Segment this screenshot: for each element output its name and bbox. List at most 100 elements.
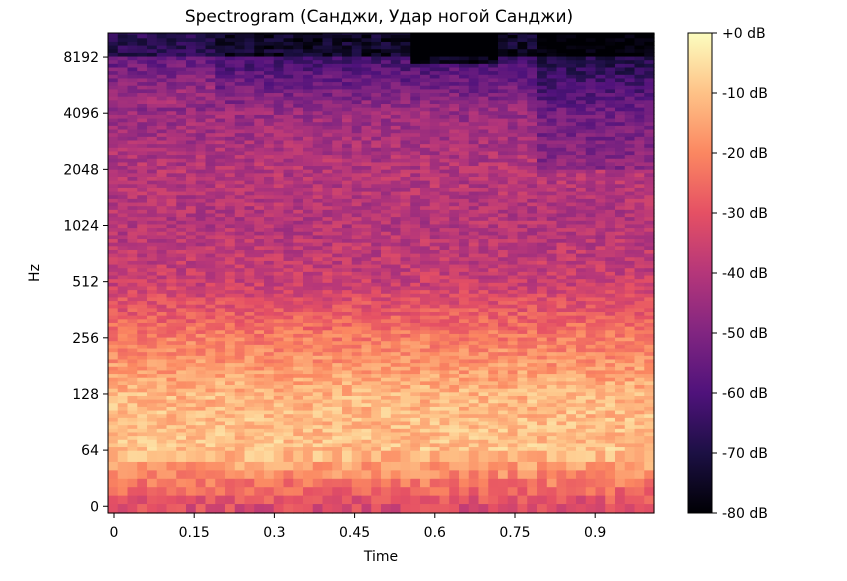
heatmap-cell (225, 336, 236, 342)
heatmap-cell (371, 209, 382, 214)
heatmap-cell (537, 503, 548, 514)
heatmap-cell (205, 391, 216, 396)
heatmap-cell (264, 154, 275, 159)
heatmap-cell (488, 289, 499, 294)
heatmap-cell (576, 183, 587, 188)
heatmap-cell (420, 227, 431, 232)
heatmap-cell (556, 315, 567, 320)
heatmap-cell (156, 486, 168, 496)
heatmap-cell (537, 399, 548, 404)
heatmap-cell (303, 336, 314, 342)
heatmap-cell (156, 231, 168, 236)
heatmap-cell (615, 450, 626, 462)
heatmap-cell (312, 340, 324, 345)
heatmap-cell (147, 205, 158, 210)
heatmap-cell (332, 180, 343, 185)
heatmap-cell (556, 260, 567, 265)
heatmap-cell (644, 435, 655, 440)
heatmap-cell (459, 351, 470, 356)
heatmap-cell (527, 478, 538, 488)
heatmap-cell (381, 478, 392, 488)
heatmap-cell (283, 154, 294, 159)
heatmap-cell (371, 234, 382, 240)
heatmap-cell (585, 176, 597, 181)
heatmap-cell (234, 190, 246, 196)
heatmap-cell (546, 450, 558, 462)
heatmap-cell (615, 388, 626, 393)
heatmap-cell (556, 231, 567, 236)
heatmap-cell (605, 293, 616, 298)
heatmap-cell (449, 311, 460, 316)
heatmap-cell (108, 201, 119, 207)
heatmap-cell (195, 223, 207, 229)
heatmap-cell (176, 209, 187, 214)
heatmap-cell (634, 293, 645, 298)
heatmap-cell (117, 369, 129, 375)
heatmap-cell (254, 190, 265, 196)
heatmap-cell (205, 147, 216, 152)
heatmap-cell (351, 355, 363, 360)
heatmap-cell (137, 344, 148, 349)
heatmap-cell (634, 388, 645, 393)
heatmap-cell (566, 253, 577, 258)
heatmap-cell (605, 183, 616, 188)
heatmap-cell (478, 223, 489, 229)
heatmap-cell (644, 439, 655, 444)
heatmap-cell (576, 395, 587, 400)
heatmap-cell (205, 165, 216, 170)
heatmap-cell (147, 267, 158, 272)
heatmap-cell (595, 307, 606, 313)
heatmap-cell (351, 245, 363, 250)
heatmap-cell (205, 161, 216, 167)
heatmap-cell (371, 380, 382, 386)
heatmap-cell (390, 399, 402, 404)
heatmap-cell (244, 391, 255, 396)
heatmap-cell (449, 417, 460, 422)
heatmap-cell (361, 322, 372, 327)
heatmap-cell (595, 267, 606, 272)
heatmap-cell (439, 169, 450, 174)
heatmap-cell (595, 469, 606, 479)
heatmap-cell (420, 223, 431, 229)
heatmap-cell (156, 377, 168, 382)
heatmap-cell (225, 431, 236, 437)
heatmap-cell (566, 256, 577, 261)
heatmap-cell (312, 304, 324, 309)
heatmap-cell (381, 417, 392, 422)
heatmap-cell (312, 503, 324, 514)
heatmap-cell (166, 358, 177, 364)
heatmap-cell (459, 209, 470, 214)
heatmap-cell (556, 373, 567, 378)
heatmap-cell (186, 326, 197, 331)
heatmap-cell (527, 161, 538, 167)
heatmap-cell (517, 380, 528, 386)
heatmap-cell (166, 329, 177, 334)
heatmap-cell (595, 282, 606, 287)
heatmap-cell (410, 209, 421, 214)
heatmap-cell (449, 347, 460, 353)
heatmap-cell (176, 373, 187, 378)
heatmap-cell (225, 362, 236, 367)
heatmap-cell (381, 223, 392, 229)
heatmap-cell (234, 267, 246, 272)
heatmap-cell (283, 377, 294, 382)
heatmap-cell (147, 380, 158, 386)
heatmap-cell (595, 271, 606, 276)
heatmap-cell (127, 388, 138, 393)
heatmap-cell (517, 461, 528, 471)
heatmap-cell (468, 198, 480, 203)
heatmap-cell (429, 424, 441, 429)
heatmap-cell (283, 333, 294, 338)
heatmap-cell (507, 388, 519, 393)
heatmap-cell (205, 169, 216, 174)
heatmap-cell (205, 253, 216, 258)
heatmap-cell (644, 293, 655, 298)
heatmap-cell (225, 373, 236, 378)
heatmap-cell (156, 172, 168, 177)
heatmap-cell (351, 442, 363, 448)
heatmap-cell (293, 399, 304, 404)
heatmap-cell (498, 256, 509, 261)
heatmap-cell (420, 150, 431, 156)
heatmap-cell (459, 435, 470, 440)
heatmap-cell (585, 355, 597, 360)
